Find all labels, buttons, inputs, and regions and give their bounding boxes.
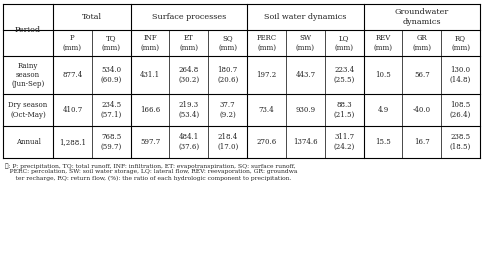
- Text: GR
(mm): GR (mm): [412, 34, 431, 51]
- Text: 130.0
(14.8): 130.0 (14.8): [450, 66, 471, 84]
- Text: ET
(mm): ET (mm): [179, 34, 199, 51]
- Text: 484.1
(37.6): 484.1 (37.6): [178, 133, 199, 151]
- Text: 10.5: 10.5: [375, 71, 391, 79]
- Text: Period: Period: [15, 26, 41, 34]
- Text: 311.7
(24.2): 311.7 (24.2): [333, 133, 355, 151]
- Text: Surface processes: Surface processes: [152, 13, 226, 21]
- Text: Rainy
season
(Jun-Sep): Rainy season (Jun-Sep): [12, 62, 44, 88]
- Text: PERC
(mm): PERC (mm): [256, 34, 277, 51]
- Text: LQ
(mm): LQ (mm): [335, 34, 354, 51]
- Text: 73.4: 73.4: [259, 106, 274, 114]
- Text: Annual: Annual: [15, 138, 41, 146]
- Text: 1374.6: 1374.6: [293, 138, 318, 146]
- Text: 4.9: 4.9: [377, 106, 389, 114]
- Text: SW
(mm): SW (mm): [296, 34, 315, 51]
- Text: 234.5
(57.1): 234.5 (57.1): [100, 101, 122, 119]
- Text: SQ
(mm): SQ (mm): [218, 34, 237, 51]
- Text: TQ
(mm): TQ (mm): [102, 34, 121, 51]
- Text: -40.0: -40.0: [412, 106, 431, 114]
- Text: 219.3
(53.4): 219.3 (53.4): [178, 101, 199, 119]
- Text: P
(mm): P (mm): [63, 34, 82, 51]
- Text: Soil water dynamics: Soil water dynamics: [264, 13, 346, 21]
- Text: Dry season
(Oct-May): Dry season (Oct-May): [8, 101, 48, 119]
- Text: 16.7: 16.7: [414, 138, 430, 146]
- Text: 197.2: 197.2: [256, 71, 277, 79]
- Text: 1,288.1: 1,288.1: [59, 138, 86, 146]
- Text: 431.1: 431.1: [140, 71, 160, 79]
- Text: 930.9: 930.9: [295, 106, 315, 114]
- Text: Total: Total: [82, 13, 102, 21]
- Text: 223.4
(25.5): 223.4 (25.5): [333, 66, 355, 84]
- Text: 597.7: 597.7: [140, 138, 160, 146]
- Text: 443.7: 443.7: [295, 71, 315, 79]
- Text: 56.7: 56.7: [414, 71, 430, 79]
- Text: 37.7
(9.2): 37.7 (9.2): [219, 101, 236, 119]
- Text: 218.4
(17.0): 218.4 (17.0): [217, 133, 238, 151]
- Text: 410.7: 410.7: [62, 106, 83, 114]
- Text: 180.7
(20.6): 180.7 (20.6): [217, 66, 238, 84]
- Text: 238.5
(18.5): 238.5 (18.5): [450, 133, 471, 151]
- Text: 88.3
(21.5): 88.3 (21.5): [333, 101, 355, 119]
- Text: REV
(mm): REV (mm): [373, 34, 393, 51]
- Text: RQ
(mm): RQ (mm): [451, 34, 470, 51]
- Text: Groundwater
dynamics: Groundwater dynamics: [395, 8, 449, 25]
- Text: 166.6: 166.6: [140, 106, 160, 114]
- Text: 877.4: 877.4: [62, 71, 83, 79]
- Text: 270.6: 270.6: [256, 138, 277, 146]
- Text: 534.0
(60.9): 534.0 (60.9): [100, 66, 122, 84]
- Text: 264.8
(30.2): 264.8 (30.2): [178, 66, 199, 84]
- Text: 768.5
(59.7): 768.5 (59.7): [100, 133, 122, 151]
- Text: 15.5: 15.5: [375, 138, 391, 146]
- Text: 주: P: precipitation, TQ: total runoff, INF: infiltration, ET: evapotranspiration: 주: P: precipitation, TQ: total runoff, I…: [4, 163, 298, 180]
- Text: 108.5
(26.4): 108.5 (26.4): [450, 101, 471, 119]
- Text: INF
(mm): INF (mm): [141, 34, 159, 51]
